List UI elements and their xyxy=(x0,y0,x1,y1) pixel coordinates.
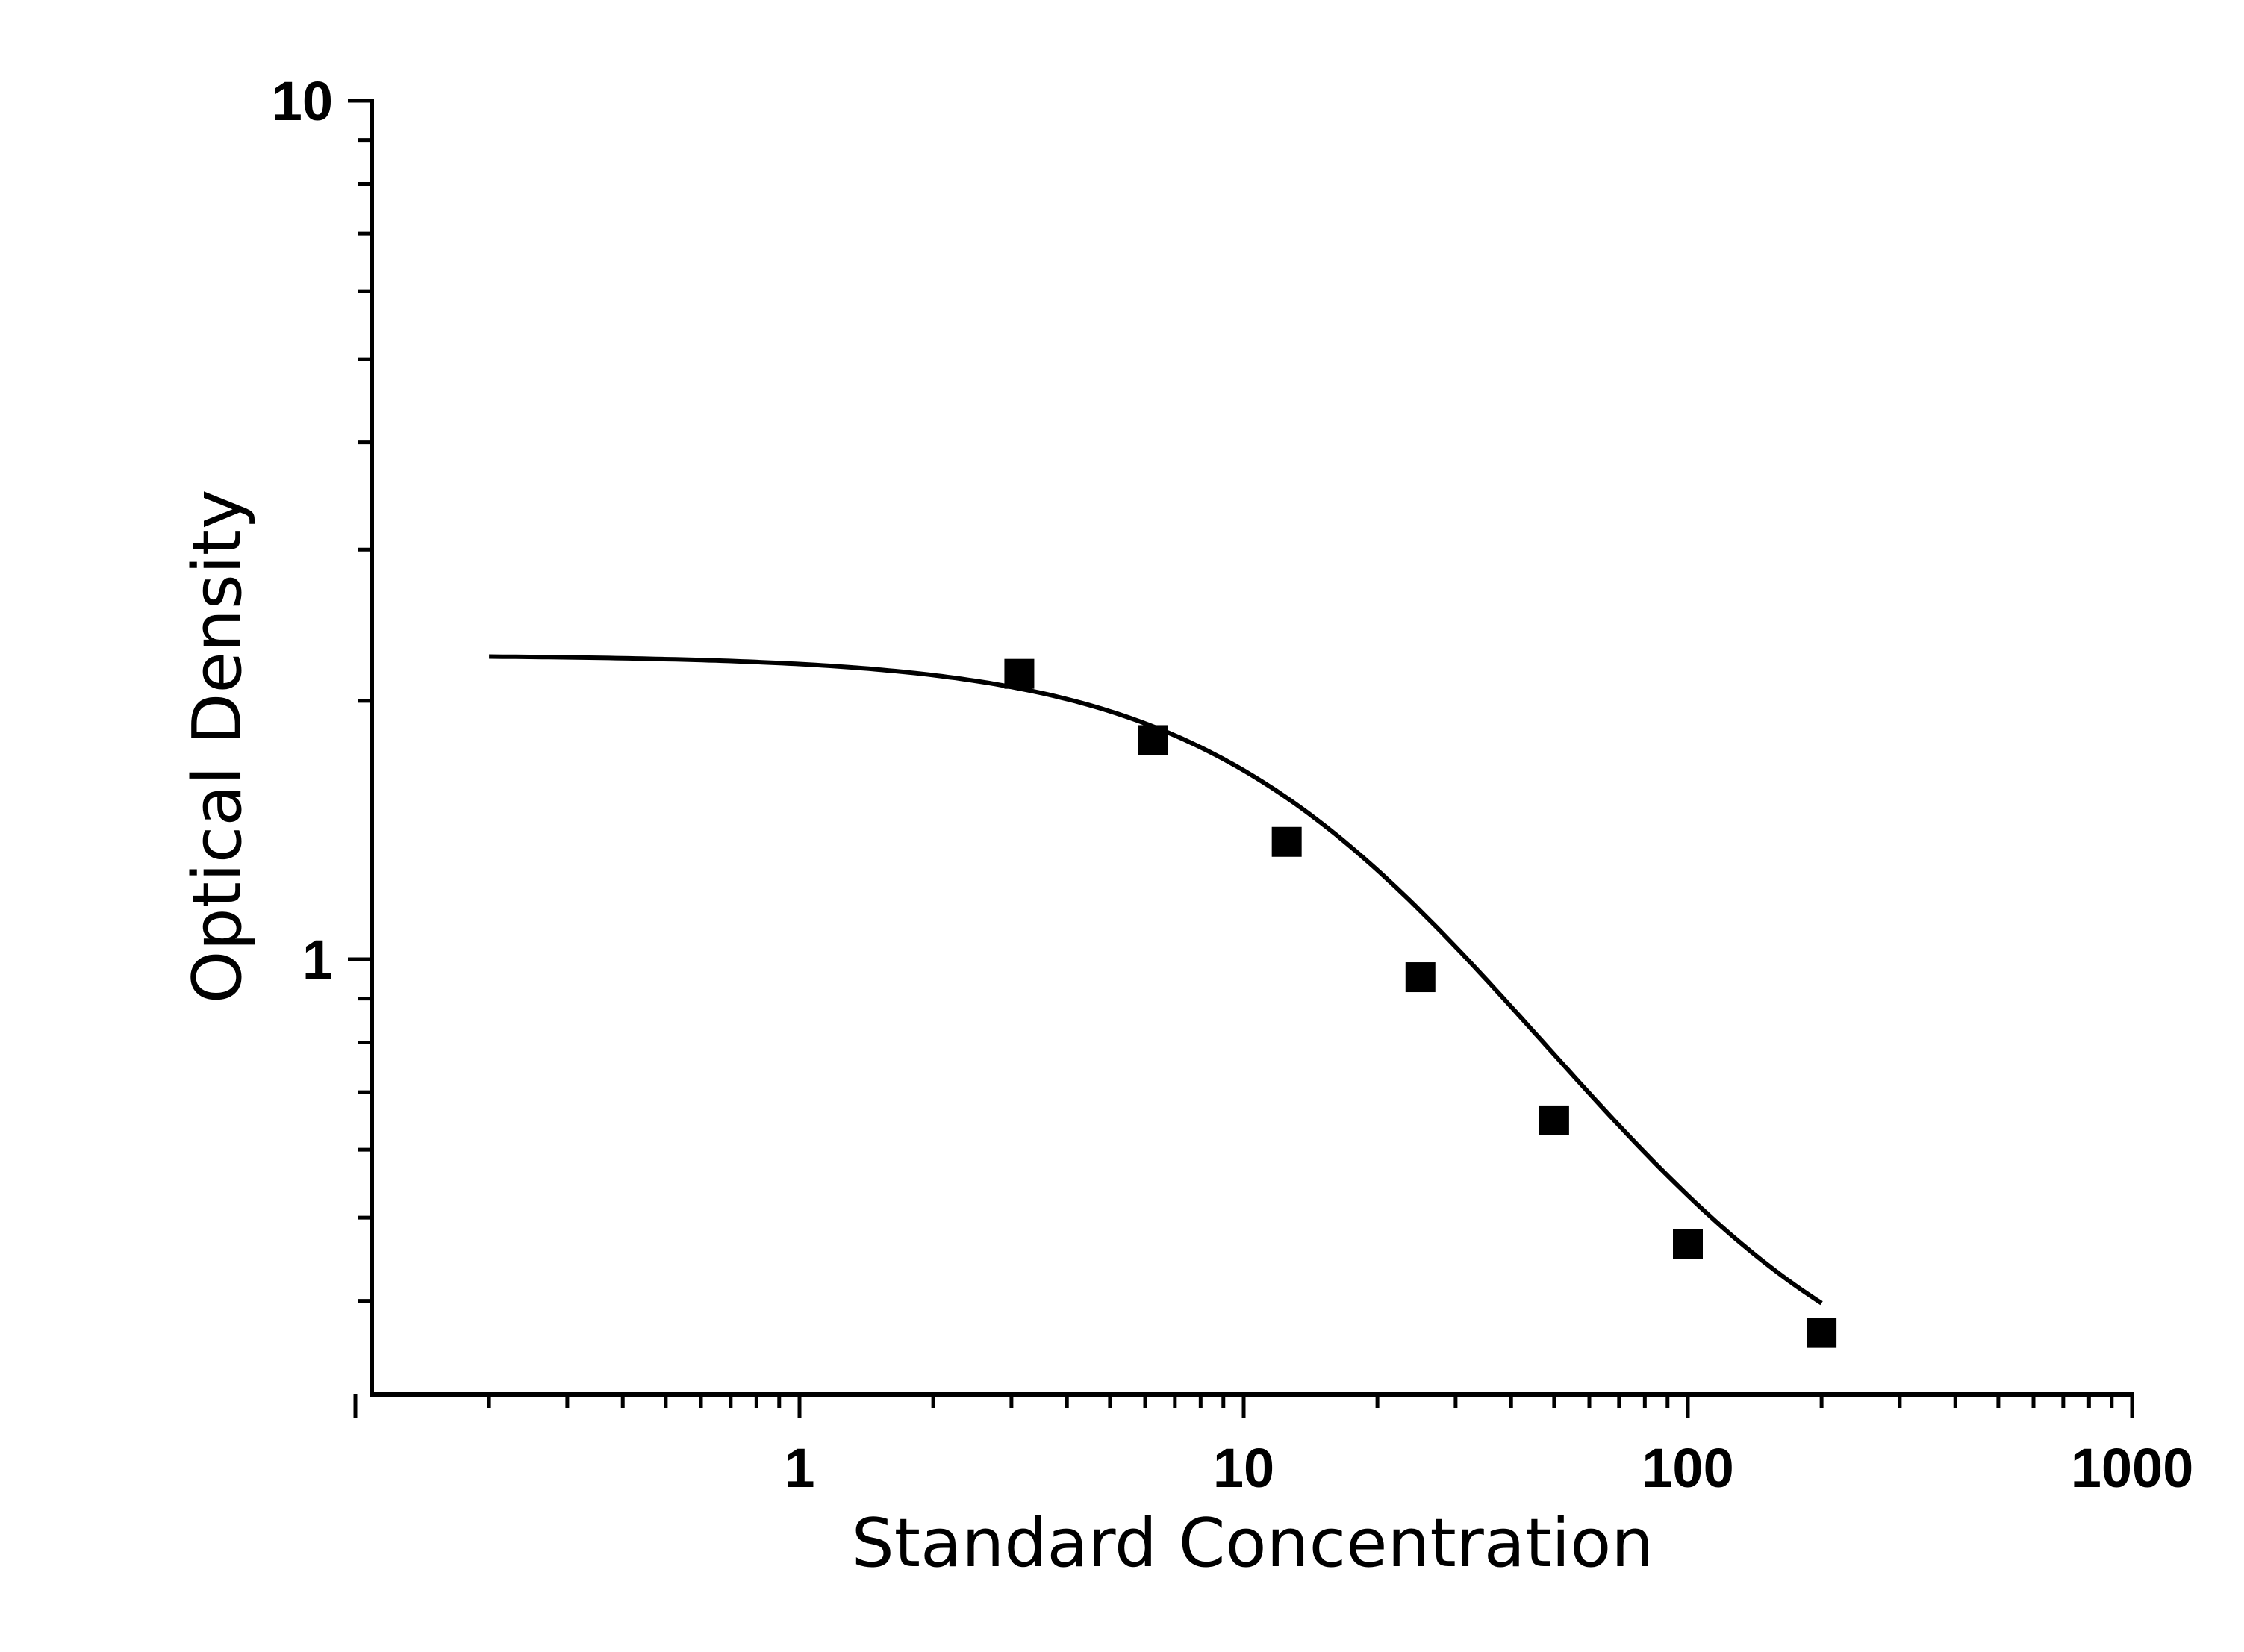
plot-area: 1 10 100 1000 1 10 xyxy=(272,70,2194,1499)
data-point xyxy=(1539,1105,1569,1135)
x-tick-label: 100 xyxy=(1642,1437,1733,1499)
x-tick-label: 10 xyxy=(1213,1437,1274,1499)
data-point xyxy=(1807,1318,1837,1348)
x-axis-ticks xyxy=(353,1394,2134,1418)
x-tick-label: 1000 xyxy=(2071,1437,2194,1499)
data-point xyxy=(1405,962,1436,993)
data-markers xyxy=(1004,658,1837,1348)
data-point xyxy=(1138,725,1168,755)
data-point xyxy=(1673,1229,1703,1259)
x-tick-label: 1 xyxy=(784,1437,814,1499)
y-axis-title: Optical Density xyxy=(178,490,257,1004)
x-tick-labels: 1 10 100 1000 xyxy=(784,1437,2193,1499)
y-tick-label: 10 xyxy=(272,70,333,132)
y-axis-ticks xyxy=(348,99,372,1303)
data-point xyxy=(1271,826,1302,857)
data-point xyxy=(1004,658,1035,689)
y-tick-labels: 1 10 xyxy=(272,70,333,991)
y-tick-label: 1 xyxy=(302,929,333,991)
x-axis-title: Standard Concentration xyxy=(852,1504,1654,1583)
